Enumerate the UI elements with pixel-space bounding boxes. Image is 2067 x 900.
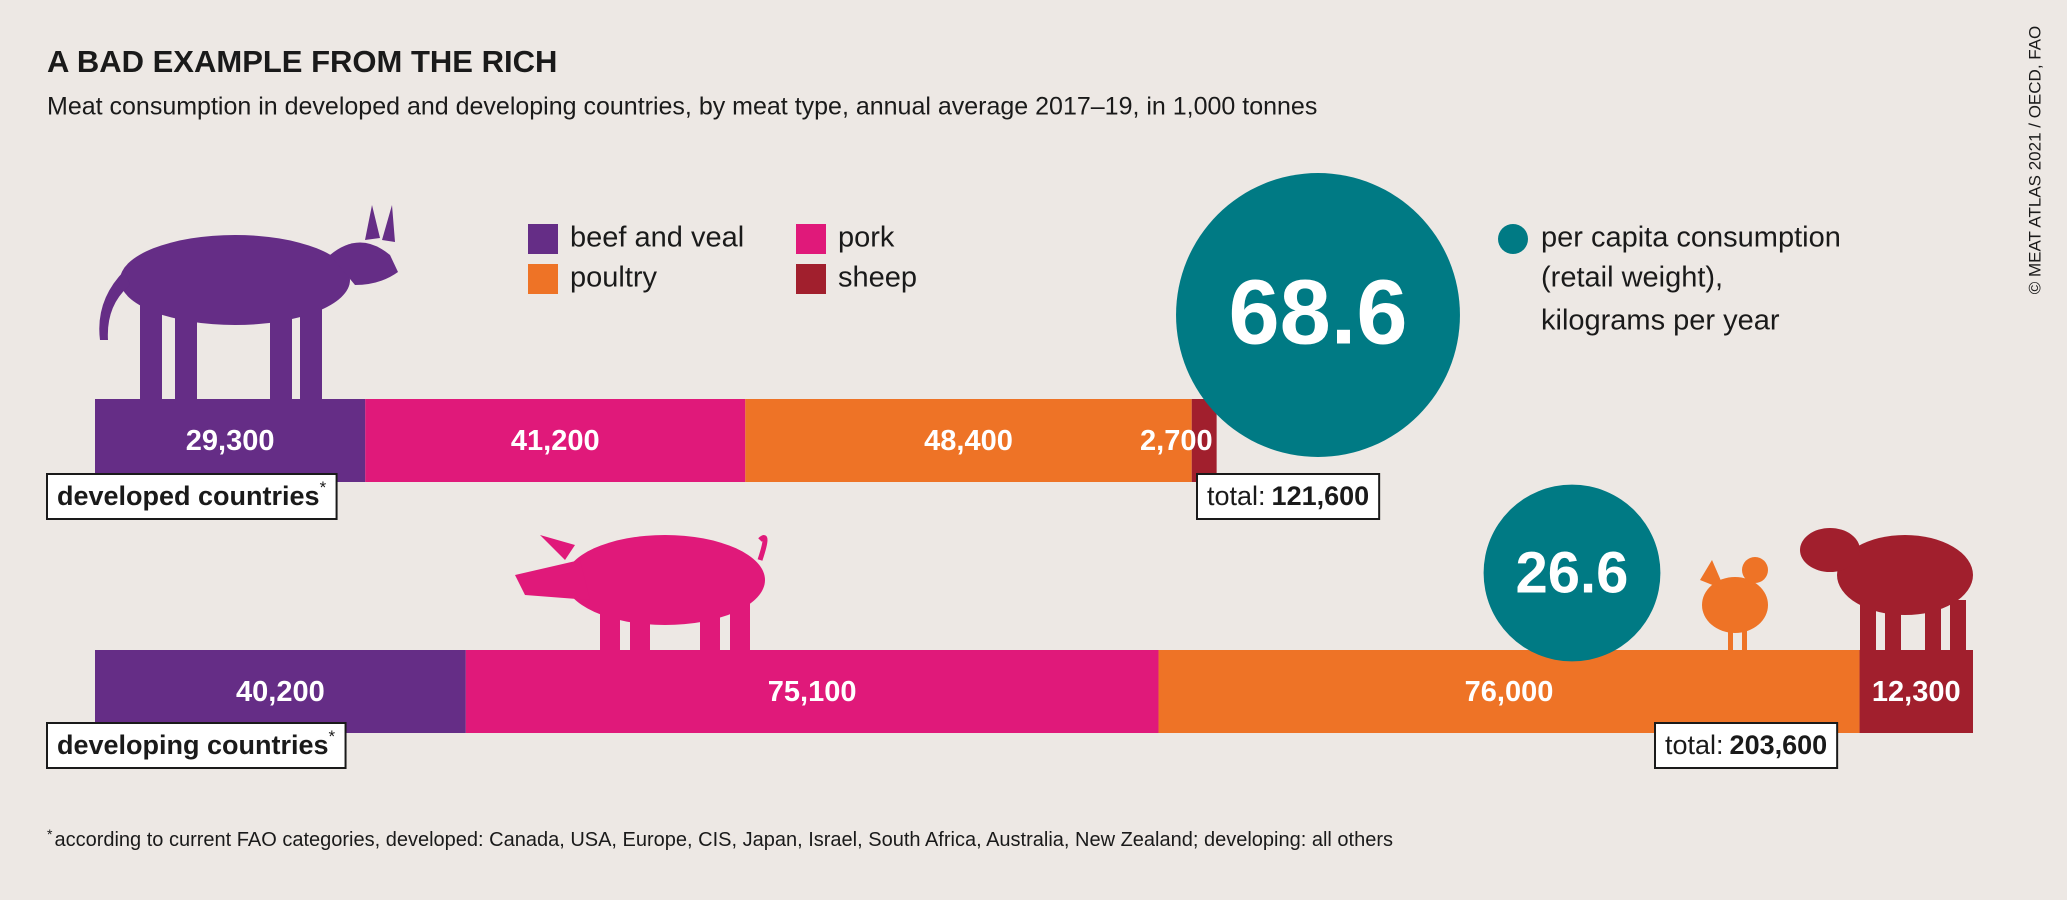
legend-label: pork	[838, 222, 895, 254]
bar-segment	[365, 399, 746, 482]
bar-segment	[1158, 650, 1860, 733]
total-label-part: total:	[1665, 730, 1724, 760]
value-label: 76,000	[1465, 676, 1554, 708]
legend-label: (retail weight),	[1541, 262, 1723, 294]
category-label-frame	[46, 722, 347, 769]
total-label-frame	[1196, 473, 1381, 520]
total-label-part: 203,600	[1730, 730, 1828, 760]
value-label: 41,200	[511, 425, 600, 457]
total-label: total: 121,600	[1196, 473, 1381, 520]
value-label: 2,700	[1140, 425, 1213, 457]
per-capita-circle	[1483, 484, 1661, 662]
footnote-text: according to current FAO categories, dev…	[54, 829, 1393, 851]
bar-segment	[1859, 650, 1973, 733]
total-label: total: 203,600	[1654, 722, 1839, 769]
legend-dot	[1498, 224, 1528, 254]
category-label-part: developed countries	[57, 481, 320, 511]
category-label-part: developing countries	[57, 730, 329, 760]
footnote: * according to current FAO categories, de…	[47, 826, 1393, 852]
legend-label: beef and veal	[570, 222, 744, 254]
value-label: 12,300	[1872, 676, 1961, 708]
footnote-marker: *	[47, 826, 53, 842]
legend-label: sheep	[838, 262, 917, 294]
legend-label: kilograms per year	[1541, 305, 1780, 337]
legend-swatch	[796, 264, 826, 294]
category-label-text: developed countries*	[57, 478, 327, 511]
category-label-part: *	[329, 727, 336, 746]
source: © MEAT ATLAS 2021 / OECD, FAO	[2025, 26, 2044, 295]
per-capita-circle	[1176, 173, 1460, 457]
bar-segment	[95, 650, 466, 733]
legend-label: poultry	[570, 262, 658, 294]
value-label: 48,400	[924, 425, 1013, 457]
legend-label: per capita consumption	[1541, 222, 1841, 254]
category-label-text: developing countries*	[57, 727, 336, 760]
bar-segment	[1191, 399, 1217, 482]
chart-title: A BAD EXAMPLE FROM THE RICH	[47, 44, 557, 79]
category-label-frame	[46, 473, 338, 520]
per-capita-label: 26.6	[1516, 540, 1629, 605]
total-label-part: total:	[1207, 481, 1266, 511]
legend-swatch	[796, 224, 826, 254]
chart-subtitle: Meat consumption in developed and develo…	[47, 93, 1317, 121]
per-capita-label: 68.6	[1228, 261, 1407, 363]
total-label-frame	[1654, 722, 1839, 769]
legend-swatch	[528, 224, 558, 254]
bar-segment	[745, 399, 1192, 482]
total-label-text: total: 121,600	[1207, 481, 1369, 511]
chicken-icon	[1700, 557, 1768, 650]
value-label: 29,300	[186, 425, 275, 457]
total-label-part: 121,600	[1272, 481, 1370, 511]
value-label: 75,100	[768, 676, 857, 708]
category-label: developed countries*	[46, 473, 338, 520]
category-label: developing countries*	[46, 722, 347, 769]
pig-icon	[515, 535, 768, 650]
total-label-text: total: 203,600	[1665, 730, 1827, 760]
bar-segment	[95, 399, 366, 482]
category-label-part: *	[320, 478, 327, 497]
value-label: 40,200	[236, 676, 325, 708]
sheep-icon	[1800, 528, 1973, 650]
bar-segment	[465, 650, 1159, 733]
legend-swatch	[528, 264, 558, 294]
cow-icon	[99, 205, 398, 400]
